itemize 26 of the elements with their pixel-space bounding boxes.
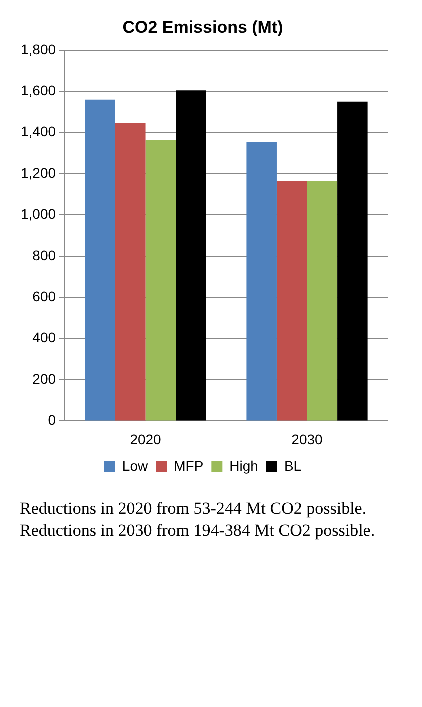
- y-tick-label: 1,600: [20, 82, 56, 98]
- y-tick-label: 1,000: [20, 206, 56, 222]
- y-tick-label: 1,200: [20, 164, 56, 181]
- x-tick-label: 2030: [292, 431, 324, 448]
- bar: [246, 142, 277, 421]
- bar: [116, 124, 146, 421]
- y-tick-label: 800: [32, 247, 56, 264]
- bar: [338, 102, 368, 421]
- y-tick-label: 600: [32, 288, 56, 304]
- y-tick-label: 0: [48, 412, 56, 428]
- y-tick-label: 1,800: [20, 41, 56, 58]
- y-tick-label: 200: [32, 370, 56, 387]
- bar: [276, 181, 308, 421]
- y-tick-label: 400: [32, 330, 56, 346]
- bar: [85, 100, 116, 421]
- text: Reductions in 2020 from 53-244 Mt CO2 possible. Reductions in 2030 from 194-384 Mt CO2 possible.: [19, 498, 376, 542]
- chart-title: CO2 Emissions (Mt): [122, 18, 284, 37]
- bar: [176, 90, 206, 421]
- legend-label: MFP: [174, 458, 204, 474]
- legend-label: High: [230, 458, 258, 474]
- x-tick-label: 2020: [130, 431, 162, 448]
- bar: [146, 140, 176, 421]
- y-tick-label: 1,400: [20, 124, 56, 140]
- legend-label: Low: [122, 458, 149, 474]
- legend-label: BL: [284, 458, 302, 474]
- bar: [307, 181, 338, 421]
